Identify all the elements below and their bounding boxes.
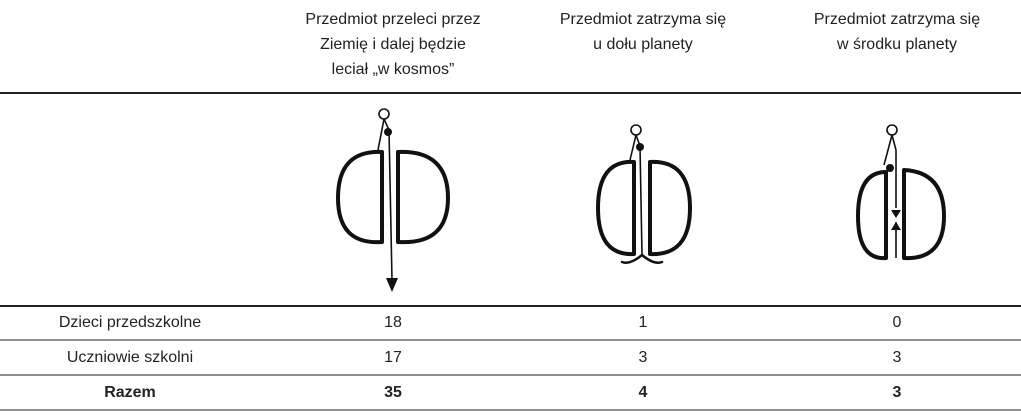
cell: 4 [639,384,648,401]
drawing-middle [856,124,946,261]
cell: 3 [893,349,902,366]
column-header: Przedmiot zatrzyma się [814,11,980,28]
row-label: Uczniowie szkolni [67,349,193,366]
cell: 35 [384,384,402,401]
column-header: w środku planety [836,36,957,53]
row-label: Dzieci przedszkolne [59,314,201,331]
column-header: leciał „w kosmos” [332,61,455,78]
cell: 3 [639,349,648,366]
column-header: Ziemię i dalej będzie [320,36,466,53]
column-header: u dołu planety [593,36,693,53]
cell: 3 [893,384,902,401]
cell: 17 [384,349,402,366]
cell: 18 [384,314,402,331]
row-label: Razem [104,384,156,401]
drawing-bottom [596,124,692,264]
column-header: Przedmiot przeleci przez [305,11,480,28]
column-header: Przedmiot zatrzyma się [560,11,726,28]
drawing-through [336,108,450,292]
cell: 1 [639,314,648,331]
cell: 0 [893,314,902,331]
